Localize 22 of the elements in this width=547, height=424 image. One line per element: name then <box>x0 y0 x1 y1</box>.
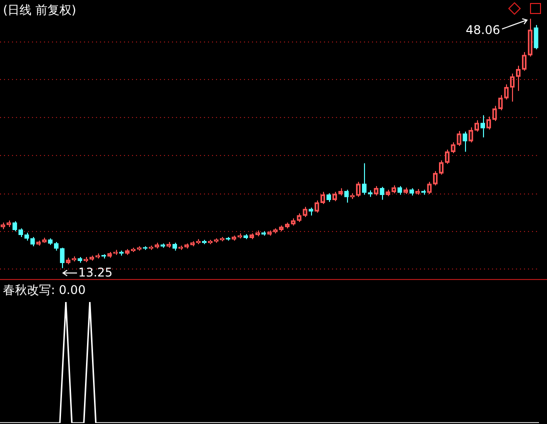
candlestick <box>60 248 65 269</box>
chart-title: 春秋改写: 0.00 <box>3 282 86 299</box>
candlestick <box>30 236 35 247</box>
candlestick <box>54 242 59 252</box>
candlestick <box>78 256 82 264</box>
candlestick <box>462 131 468 152</box>
candlestick <box>308 207 314 216</box>
candlestick <box>48 238 53 246</box>
annotation: 13.25 <box>78 265 113 280</box>
annotation: 48.06 <box>466 22 500 37</box>
candlestick <box>534 24 538 50</box>
candlestick <box>326 192 332 202</box>
candlestick <box>243 234 248 240</box>
candlestick <box>362 162 367 196</box>
candlestick <box>480 114 486 138</box>
candlestick <box>202 239 207 245</box>
candlestick <box>397 186 402 196</box>
candlestick <box>344 189 349 204</box>
candlestick <box>380 186 384 200</box>
chart-title: (日线 前复权) <box>3 2 76 19</box>
candlestick <box>142 246 148 250</box>
candlestick <box>172 242 178 252</box>
